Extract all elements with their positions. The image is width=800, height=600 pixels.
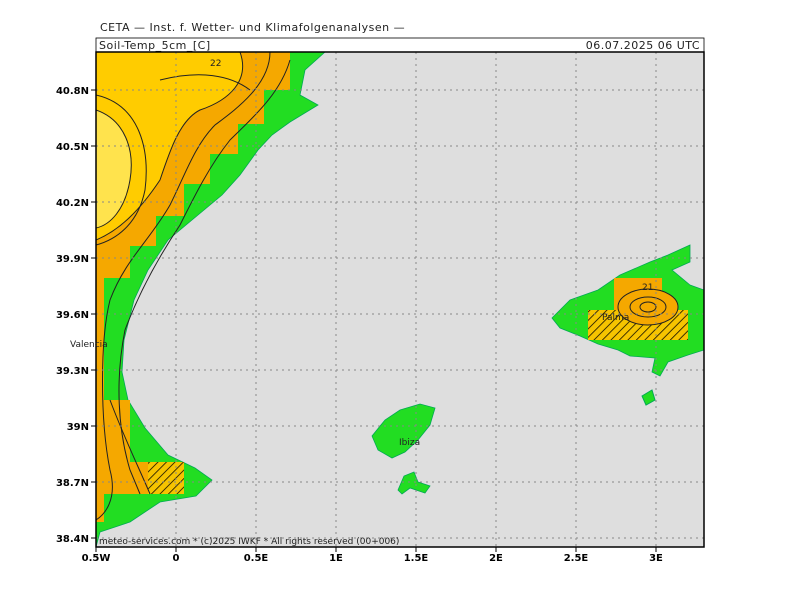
frame [95,51,705,548]
footer: meteo-services.com * (c)2025 IWKF * All … [99,537,399,547]
hatched-area [148,462,184,494]
lon-tick-label: 2.5E [564,553,589,564]
lat-tick-label: 40.8N [56,86,89,97]
temp-field-hot [96,110,132,228]
header-title: CETA — Inst. f. Wetter- und Klimafolgena… [100,21,405,34]
field-name: Soil-Temp_5cm_[C] [99,39,211,52]
grid [96,52,704,547]
island-ibiza [371,403,436,459]
contour-core [639,301,657,313]
contour-label: 22 [210,59,221,69]
island-cabrera [641,389,656,406]
lon-tick-label: 0.5E [244,553,269,564]
city-label: Ibiza [399,438,420,448]
contours [96,52,291,521]
lon-tick-label: 2E [489,553,503,564]
lon-tick-label: 3E [649,553,663,564]
lat-tick-label: 39.3N [56,366,89,377]
contour-inner [629,296,667,318]
ticks: 40.8N 40.5N 40.2N 39.9N 39.6N 39.3N 39N 38.7N 38… [56,86,663,564]
lat-tick-label: 39.9N [56,254,89,265]
lat-tick-label: 40.5N [56,142,89,153]
lat-tick-label: 40.2N [56,198,89,209]
lon-tick-label: 1.5E [404,553,429,564]
contour-21 [617,288,679,326]
map-area [96,52,704,547]
lat-tick-label: 38.4N [56,534,89,545]
lon-tick-label: 1E [329,553,343,564]
contour-label: 21 [642,283,653,293]
lat-tick-label: 38.7N [56,478,89,489]
lon-tick-label: 0 [173,553,180,564]
city-label: Valencia [70,340,108,350]
datetime: 06.07.2025 06 UTC [586,39,700,52]
lon-tick-label: 0.5W [82,553,111,564]
lat-tick-label: 39N [67,422,89,433]
city-label: Palma [602,313,629,323]
lat-tick-label: 39.6N [56,310,89,321]
island-formentera [397,471,431,495]
